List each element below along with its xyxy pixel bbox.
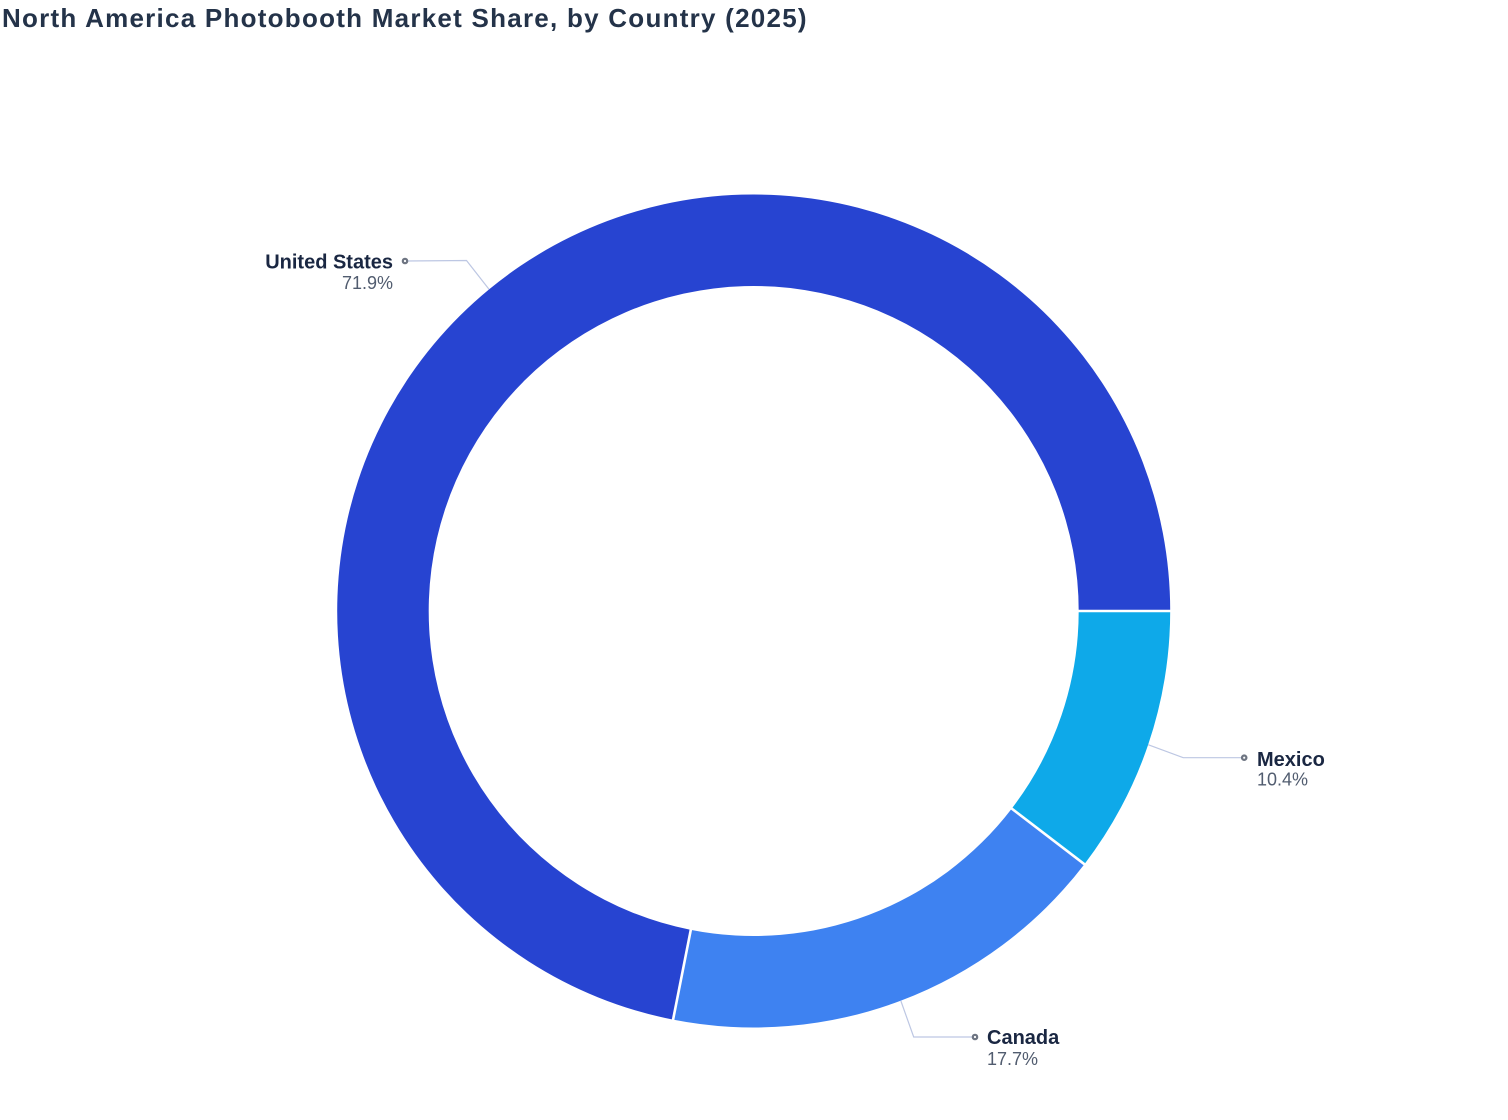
svg-text:17.7%: 17.7%: [987, 1049, 1038, 1069]
svg-text:Mexico: Mexico: [1257, 749, 1325, 771]
svg-text:10.4%: 10.4%: [1257, 770, 1308, 790]
svg-text:Canada: Canada: [987, 1027, 1060, 1049]
svg-text:North America Photobooth Marke: North America Photobooth Market Share, b…: [2, 3, 808, 33]
svg-text:United States: United States: [265, 252, 393, 274]
svg-text:71.9%: 71.9%: [342, 273, 393, 293]
